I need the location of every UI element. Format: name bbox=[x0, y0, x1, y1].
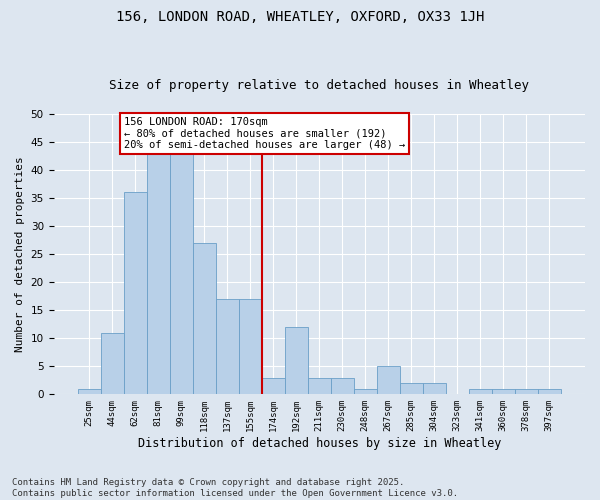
Title: Size of property relative to detached houses in Wheatley: Size of property relative to detached ho… bbox=[109, 79, 529, 92]
Text: Contains HM Land Registry data © Crown copyright and database right 2025.
Contai: Contains HM Land Registry data © Crown c… bbox=[12, 478, 458, 498]
Text: 156, LONDON ROAD, WHEATLEY, OXFORD, OX33 1JH: 156, LONDON ROAD, WHEATLEY, OXFORD, OX33… bbox=[116, 10, 484, 24]
Bar bbox=[492, 388, 515, 394]
Bar bbox=[423, 383, 446, 394]
Bar bbox=[101, 332, 124, 394]
Bar bbox=[124, 192, 147, 394]
Bar bbox=[538, 388, 561, 394]
Y-axis label: Number of detached properties: Number of detached properties bbox=[15, 156, 25, 352]
Bar bbox=[331, 378, 354, 394]
X-axis label: Distribution of detached houses by size in Wheatley: Distribution of detached houses by size … bbox=[137, 437, 501, 450]
Bar bbox=[469, 388, 492, 394]
Bar bbox=[170, 136, 193, 394]
Bar bbox=[400, 383, 423, 394]
Bar bbox=[77, 388, 101, 394]
Bar bbox=[193, 243, 216, 394]
Bar bbox=[285, 327, 308, 394]
Bar bbox=[239, 299, 262, 394]
Bar bbox=[308, 378, 331, 394]
Bar bbox=[354, 388, 377, 394]
Bar bbox=[377, 366, 400, 394]
Bar bbox=[216, 299, 239, 394]
Text: 156 LONDON ROAD: 170sqm
← 80% of detached houses are smaller (192)
20% of semi-d: 156 LONDON ROAD: 170sqm ← 80% of detache… bbox=[124, 117, 405, 150]
Bar bbox=[262, 378, 285, 394]
Bar bbox=[147, 136, 170, 394]
Bar bbox=[515, 388, 538, 394]
